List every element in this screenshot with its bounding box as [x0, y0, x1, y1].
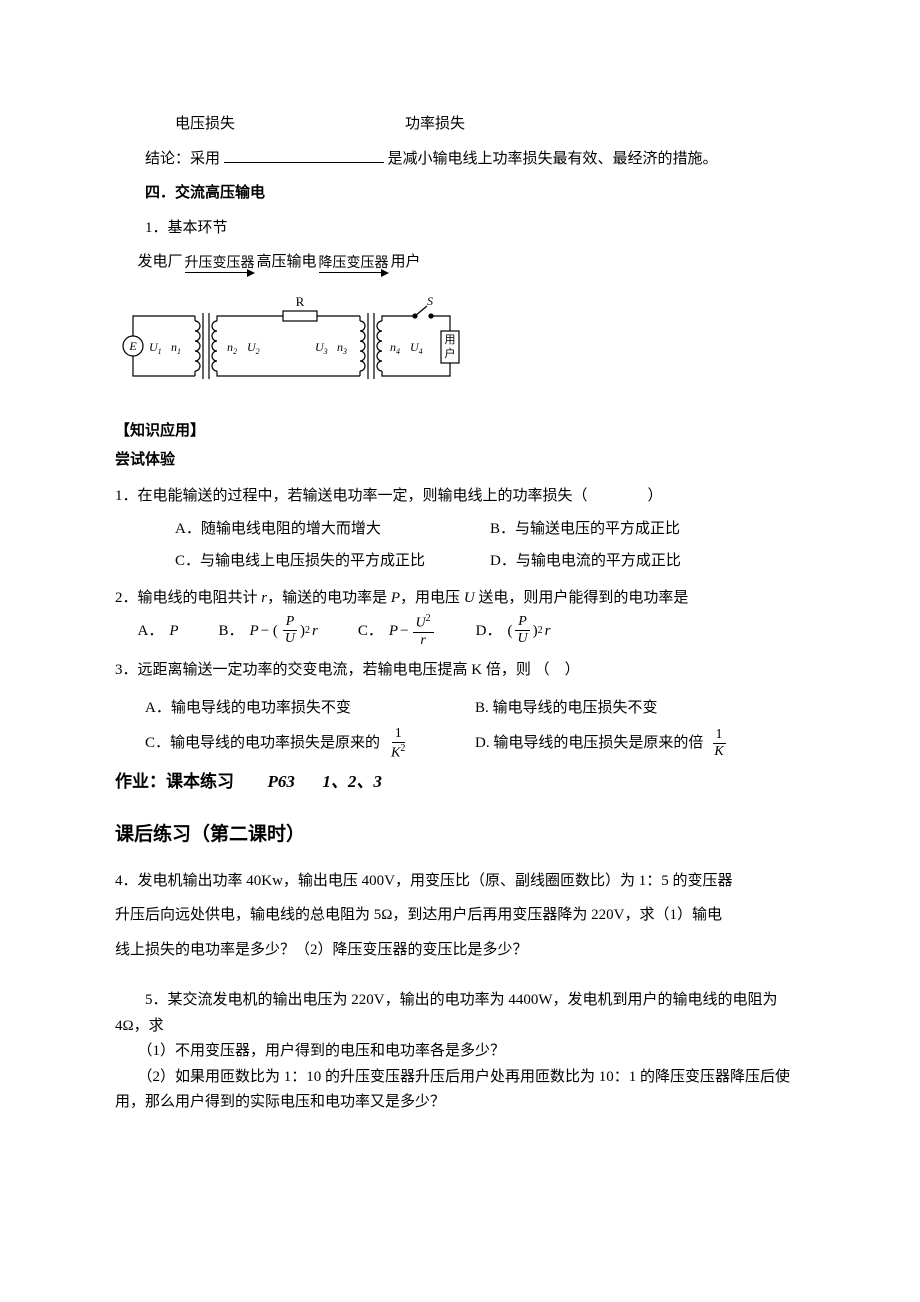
q2-stem: 2．输电线的电阻共计 r，输送的电功率是 P，用电压 U 送电，则用户能得到的电… — [115, 584, 805, 613]
q1-opt-d: D．与输电电流的平方成正比 — [490, 547, 805, 576]
svg-text:n2: n2 — [227, 340, 237, 356]
q3-opt-a: A．输电导线的电功率损失不变 — [145, 694, 475, 723]
svg-text:U4: U4 — [410, 340, 423, 356]
power-loss-label: 功率损失 — [405, 110, 805, 139]
q4-line1: 4．发电机输出功率 40Kw，输出电压 400V，用变压比（原、副线圈匝数比）为… — [115, 867, 805, 896]
q4-line2: 升压后向远处供电，输电线的总电阻为 5Ω，到达用户后再用变压器降为 220V，求… — [115, 901, 805, 930]
q1-stem: 1．在电能输送的过程中，若输送电功率一定，则输电线上的功率损失（ ） — [115, 482, 805, 511]
flow-node-plant: 发电厂 — [138, 248, 183, 277]
q5-line3: （2）如果用匝数比为 1：10 的升压变压器升压后用户处再用匝数比为 10：1 … — [115, 1065, 805, 1116]
flow-node-user: 用户 — [391, 248, 421, 277]
section-4-title: 四．交流高压输电 — [115, 179, 805, 208]
transformer-circuit-diagram: E U1 n1 n2 U2 R U3 n3 n4 U4 S 用 户 — [115, 291, 805, 412]
svg-text:U2: U2 — [247, 340, 260, 356]
svg-text:U1: U1 — [149, 340, 162, 356]
q2-opt-a: A． P — [138, 617, 179, 646]
apply-sub: 尝试体验 — [115, 446, 805, 475]
voltage-loss-label: 电压损失 — [115, 110, 405, 139]
circuit-label-R: R — [296, 294, 305, 309]
q5-line1: 5．某交流发电机的输出电压为 220V，输出的电功率为 4400W，发电机到用户… — [115, 988, 805, 1039]
svg-text:户: 户 — [445, 346, 456, 360]
q3-row-cd: C．输电导线的电功率损失是原来的 1K2 D. 输电导线的电压损失是原来的倍 1… — [115, 727, 805, 761]
loss-labels-row: 电压损失 功率损失 — [115, 110, 805, 139]
q1-opt-b: B．与输送电压的平方成正比 — [490, 515, 805, 544]
conclusion-suffix: 是减小输电线上功率损失最有效、最经济的措施。 — [388, 151, 718, 167]
q3-row-ab: A．输电导线的电功率损失不变 B. 输电导线的电压损失不变 — [115, 694, 805, 723]
apply-title: 【知识应用】 — [115, 417, 805, 446]
transmission-flow: 发电厂 升压变压器 高压输电 降压变压器 用户 — [115, 248, 805, 277]
svg-text:用: 用 — [445, 334, 456, 346]
svg-text:n4: n4 — [390, 340, 400, 356]
q2-opt-d: D． ( PU )2 r — [476, 615, 551, 646]
flow-arrow-2: 降压变压器 — [319, 257, 389, 277]
homework-line: 作业：课本练习 P63 1、2、3 — [115, 766, 805, 798]
q1-row-cd: C．与输电线上电压损失的平方成正比 D．与输电电流的平方成正比 — [115, 547, 805, 576]
post-practice-title: 课后练习（第二课时） — [115, 817, 805, 853]
q3-stem: 3．远距离输送一定功率的交变电流，若输电电压提高 K 倍，则 （ ） — [115, 656, 805, 685]
q1-row-ab: A．随输电线电阻的增大而增大 B．与输送电压的平方成正比 — [115, 515, 805, 544]
svg-text:n1: n1 — [171, 340, 181, 356]
q2-opt-b: B． P− ( PU )2 r — [219, 615, 318, 646]
svg-text:n3: n3 — [337, 340, 347, 356]
svg-text:U3: U3 — [315, 340, 328, 356]
conclusion-prefix: 结论：采用 — [145, 151, 220, 167]
flow-arrow-1: 升压变压器 — [185, 257, 255, 277]
conclusion-blank — [224, 148, 384, 163]
q1-opt-c: C．与输电线上电压损失的平方成正比 — [175, 547, 490, 576]
section-4-item1: 1．基本环节 — [115, 214, 805, 243]
circuit-label-E: E — [128, 339, 137, 353]
q1-opt-a: A．随输电线电阻的增大而增大 — [175, 515, 490, 544]
q2-options: A． P B． P− ( PU )2 r C． P− U2r D． ( PU )… — [115, 614, 805, 648]
flow-node-hv: 高压输电 — [257, 248, 317, 277]
q5-line2: （1）不用变压器，用户得到的电压和电功率各是多少？ — [115, 1039, 805, 1065]
q3-opt-d: D. 输电导线的电压损失是原来的倍 1K — [475, 728, 805, 759]
q3-opt-c: C．输电导线的电功率损失是原来的 1K2 — [145, 727, 475, 761]
q2-opt-c: C． P− U2r — [358, 614, 436, 648]
q4-line3: 线上损失的电功率是多少？（2）降压变压器的变压比是多少？ — [115, 936, 805, 965]
conclusion-row: 结论：采用 是减小输电线上功率损失最有效、最经济的措施。 — [115, 145, 805, 174]
q3-opt-b: B. 输电导线的电压损失不变 — [475, 694, 805, 723]
circuit-label-S: S — [427, 294, 433, 308]
